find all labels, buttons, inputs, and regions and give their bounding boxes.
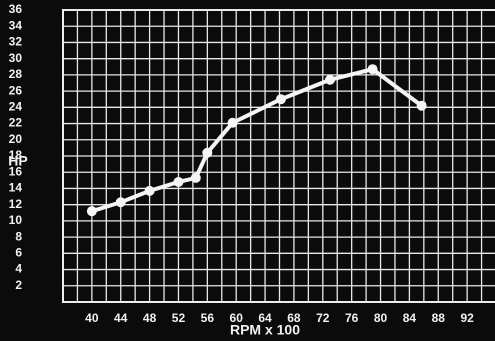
y-tick-label: 24 bbox=[9, 100, 23, 114]
data-point bbox=[115, 197, 126, 208]
y-tick-label: 22 bbox=[9, 116, 23, 130]
data-point bbox=[275, 94, 286, 105]
data-point bbox=[325, 74, 336, 85]
x-tick-label: 52 bbox=[172, 311, 186, 325]
x-tick-label: 92 bbox=[460, 311, 474, 325]
x-tick-label: 80 bbox=[374, 311, 388, 325]
data-point bbox=[144, 185, 155, 196]
x-tick-label: 48 bbox=[143, 311, 157, 325]
x-tick-label: 84 bbox=[403, 311, 417, 325]
y-axis-label: HP bbox=[8, 153, 27, 169]
data-point bbox=[227, 117, 238, 128]
y-tick-label: 4 bbox=[15, 262, 22, 276]
y-tick-label: 18 bbox=[9, 148, 23, 162]
data-point bbox=[416, 100, 427, 111]
data-point bbox=[173, 176, 184, 187]
y-tick-label: 16 bbox=[9, 164, 23, 178]
x-tick-label: 76 bbox=[345, 311, 359, 325]
data-point bbox=[367, 64, 378, 75]
y-tick-label: 28 bbox=[9, 67, 23, 81]
data-point bbox=[202, 147, 213, 158]
y-tick-label: 8 bbox=[15, 229, 22, 243]
x-tick-label: 64 bbox=[258, 311, 272, 325]
y-tick-label: 6 bbox=[15, 246, 22, 260]
x-tick-label: 68 bbox=[287, 311, 301, 325]
x-axis-label: RPM x 100 bbox=[230, 322, 300, 338]
y-tick-label: 10 bbox=[9, 213, 23, 227]
x-tick-label: 72 bbox=[316, 311, 330, 325]
y-tick-label: 2 bbox=[15, 278, 22, 292]
y-tick-label: 20 bbox=[9, 132, 23, 146]
y-tick-label: 12 bbox=[9, 197, 23, 211]
x-tick-label: 56 bbox=[201, 311, 215, 325]
x-tick-label: 40 bbox=[85, 311, 99, 325]
data-point bbox=[190, 172, 201, 183]
y-tick-label: 36 bbox=[9, 2, 23, 16]
y-tick-label: 14 bbox=[9, 181, 23, 195]
y-tick-label: 30 bbox=[9, 51, 23, 65]
x-tick-label: 88 bbox=[432, 311, 446, 325]
y-tick-label: 34 bbox=[9, 18, 23, 32]
y-tick-label: 32 bbox=[9, 35, 23, 49]
x-tick-label: 44 bbox=[114, 311, 128, 325]
y-tick-label: 26 bbox=[9, 83, 23, 97]
data-point bbox=[86, 206, 97, 217]
x-tick-label: 60 bbox=[230, 311, 244, 325]
